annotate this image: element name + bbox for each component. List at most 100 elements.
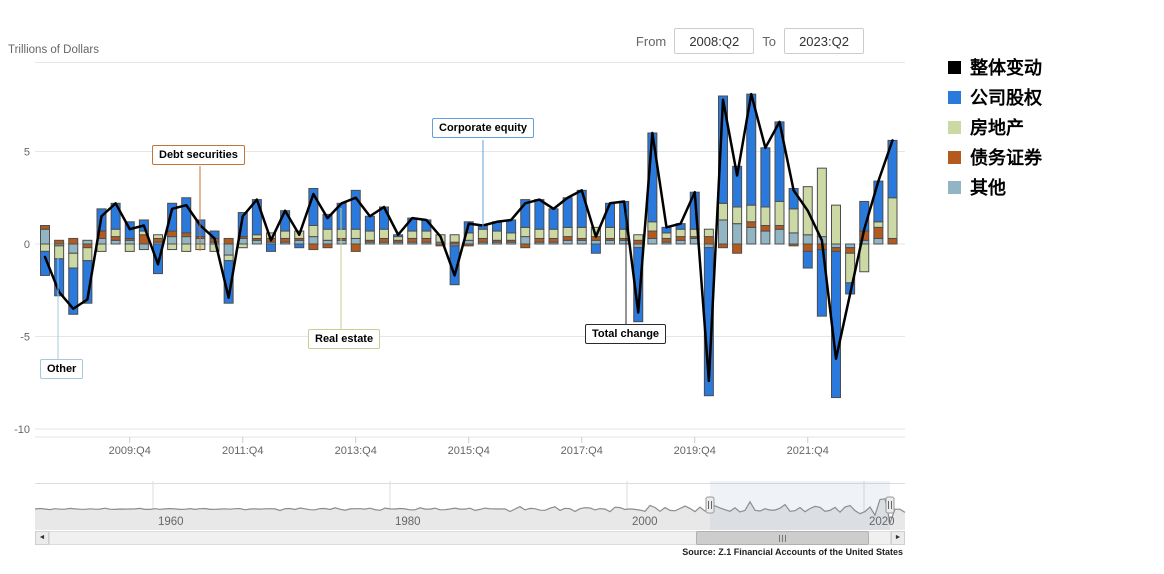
bar-segment[interactable] (718, 219, 728, 245)
bar-segment[interactable] (280, 230, 291, 239)
bar-segment[interactable] (873, 180, 884, 223)
bar-segment[interactable] (181, 232, 192, 238)
bar-segment[interactable] (732, 206, 743, 225)
bar-segment[interactable] (40, 243, 50, 252)
bar-segment[interactable] (633, 234, 644, 241)
bar-segment[interactable] (520, 226, 531, 238)
bar-segment[interactable] (110, 228, 121, 238)
bar-segment[interactable] (266, 243, 276, 252)
bar-segment[interactable] (40, 250, 50, 276)
bar-segment[interactable] (68, 237, 79, 245)
bar-segment[interactable] (294, 243, 305, 249)
bar-segment[interactable] (520, 243, 531, 249)
bar-segment[interactable] (760, 206, 771, 226)
bar-segment[interactable] (661, 232, 672, 239)
bar-segment[interactable] (251, 234, 262, 239)
scrollbar-track[interactable] (49, 531, 891, 545)
bar-segment[interactable] (153, 234, 163, 239)
bar-segment[interactable] (647, 221, 658, 232)
bar-segment[interactable] (336, 239, 347, 245)
bar-segment[interactable] (605, 202, 615, 228)
bar-segment[interactable] (40, 225, 50, 230)
bar-segment[interactable] (873, 221, 884, 228)
bar-segment[interactable] (675, 228, 686, 238)
bar-segment[interactable] (124, 239, 135, 245)
bar-segment[interactable] (703, 228, 714, 238)
bar-segment[interactable] (845, 243, 856, 249)
bar-segment[interactable] (167, 243, 178, 251)
bar-segment[interactable] (223, 254, 234, 262)
bar-segment[interactable] (138, 243, 149, 251)
bar-segment[interactable] (68, 267, 79, 315)
bar-segment[interactable] (322, 228, 333, 241)
bar-segment[interactable] (590, 243, 601, 254)
bar-segment[interactable] (223, 237, 234, 245)
bar-segment[interactable] (788, 208, 799, 234)
bar-segment[interactable] (350, 228, 361, 239)
navigator-handle[interactable] (705, 496, 715, 514)
bar-segment[interactable] (350, 237, 361, 245)
bar-segment[interactable] (237, 243, 248, 249)
bar-segment[interactable] (167, 202, 178, 232)
bar-segment[interactable] (237, 212, 248, 238)
bar-segment[interactable] (379, 228, 389, 239)
bar-segment[interactable] (124, 243, 135, 252)
bar-segment[interactable] (82, 239, 93, 245)
bar-segment[interactable] (605, 226, 615, 239)
bar-segment[interactable] (703, 236, 714, 245)
bar-segment[interactable] (421, 237, 432, 243)
bar-segment[interactable] (774, 225, 785, 230)
bar-segment[interactable] (322, 239, 333, 245)
bar-segment[interactable] (167, 230, 178, 238)
scrollbar-right-arrow-icon[interactable]: ► (891, 531, 905, 545)
bar-segment[interactable] (831, 247, 841, 252)
bar-segment[interactable] (774, 200, 785, 226)
bar-segment[interactable] (788, 243, 799, 247)
bar-segment[interactable] (82, 243, 93, 249)
bar-segment[interactable] (82, 260, 93, 304)
bar-segment[interactable] (463, 243, 474, 247)
bar-segment[interactable] (576, 189, 587, 228)
bar-segment[interactable] (802, 250, 813, 269)
bar-segment[interactable] (520, 199, 531, 228)
bar-segment[interactable] (548, 237, 559, 243)
bar-segment[interactable] (675, 239, 686, 245)
bar-segment[interactable] (153, 237, 163, 243)
scrollbar-thumb[interactable] (696, 531, 869, 545)
bar-segment[interactable] (647, 230, 658, 239)
bar-segment[interactable] (718, 243, 728, 249)
bar-segment[interactable] (873, 237, 884, 245)
bar-segment[interactable] (308, 243, 319, 251)
bar-segment[interactable] (322, 243, 333, 249)
bar-segment[interactable] (68, 252, 79, 269)
bar-segment[interactable] (746, 204, 757, 223)
bar-segment[interactable] (82, 247, 93, 262)
bar-segment[interactable] (760, 225, 771, 232)
bar-segment[interactable] (788, 232, 799, 245)
bar-segment[interactable] (506, 232, 517, 241)
bar-segment[interactable] (280, 237, 291, 243)
bar-segment[interactable] (153, 243, 163, 275)
navigator-selected-range[interactable] (710, 481, 890, 530)
bar-segment[interactable] (548, 208, 559, 230)
bar-segment[interactable] (746, 226, 757, 245)
bar-segment[interactable] (294, 239, 305, 245)
bar-segment[interactable] (463, 239, 474, 245)
bar-segment[interactable] (873, 226, 884, 239)
scrollbar-left-arrow-icon[interactable]: ◄ (35, 531, 49, 545)
bar-segment[interactable] (492, 230, 502, 241)
bar-segment[interactable] (407, 230, 418, 239)
bar-segment[interactable] (590, 239, 601, 245)
legend-item-corporate-equity[interactable]: 公司股权 (948, 82, 1042, 112)
bar-segment[interactable] (181, 236, 192, 245)
from-date-input[interactable] (674, 28, 755, 54)
legend-item-total-change[interactable]: 整体变动 (948, 52, 1042, 82)
bar-segment[interactable] (350, 243, 361, 252)
navigator-chart[interactable]: 1960 1980 2000 2020 (0, 478, 940, 531)
bar-segment[interactable] (534, 199, 545, 230)
bar-segment[interactable] (407, 237, 418, 243)
bar-segment[interactable] (506, 219, 517, 234)
bar-segment[interactable] (760, 147, 771, 208)
bar-segment[interactable] (576, 226, 587, 239)
bar-segment[interactable] (831, 243, 841, 249)
